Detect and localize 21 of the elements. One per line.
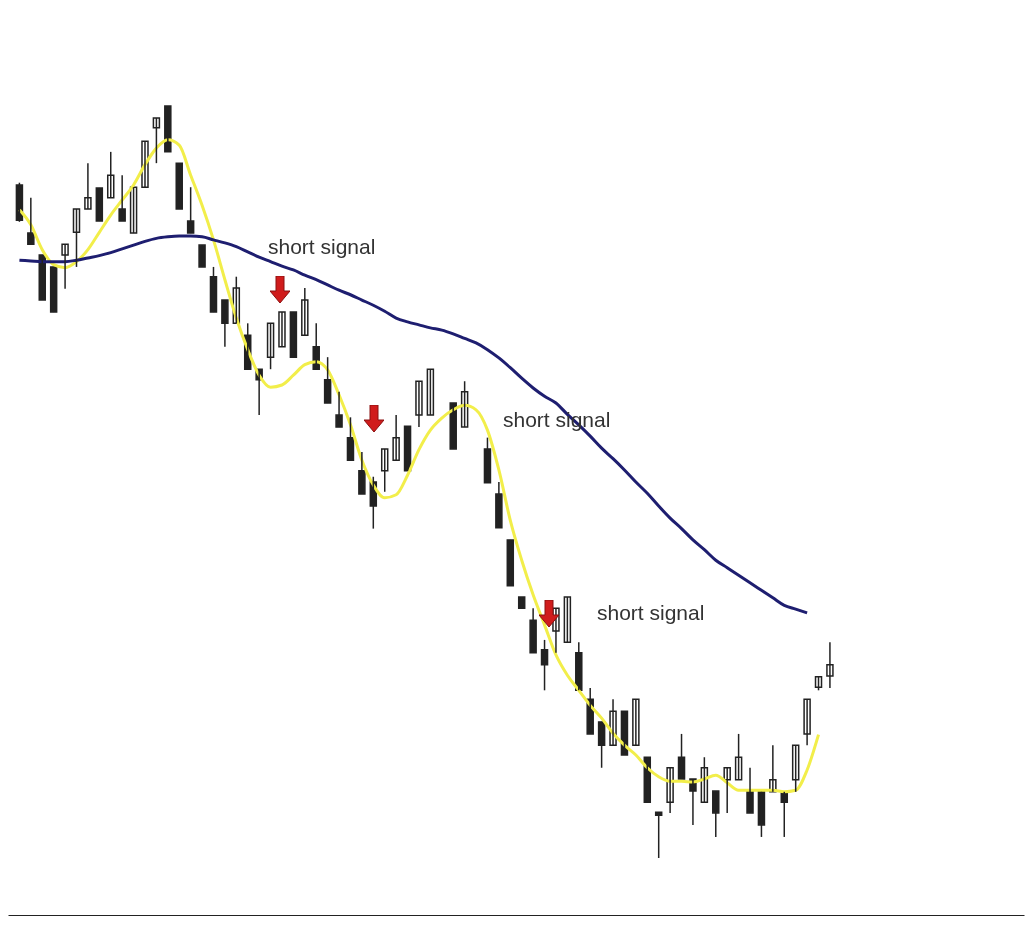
candlestick — [175, 162, 183, 210]
candlestick — [506, 539, 515, 587]
candlestick — [164, 105, 172, 153]
candlestick — [198, 244, 206, 268]
candlestick — [654, 811, 663, 859]
candlestick — [129, 186, 138, 234]
candlestick — [426, 368, 435, 416]
candlestick — [449, 402, 457, 450]
annotation: short signal — [268, 235, 376, 258]
candlestick — [49, 266, 58, 313]
candlestick — [141, 140, 149, 188]
candlestick — [38, 254, 46, 301]
candlestick — [278, 311, 286, 348]
candlestick — [632, 698, 640, 746]
candlestick — [289, 311, 298, 358]
candlestick — [643, 756, 652, 804]
annotation: short signal — [597, 601, 705, 624]
candlestick — [620, 710, 629, 756]
candlestick — [403, 425, 412, 472]
candlestick — [563, 596, 572, 643]
candlestick — [95, 187, 104, 222]
